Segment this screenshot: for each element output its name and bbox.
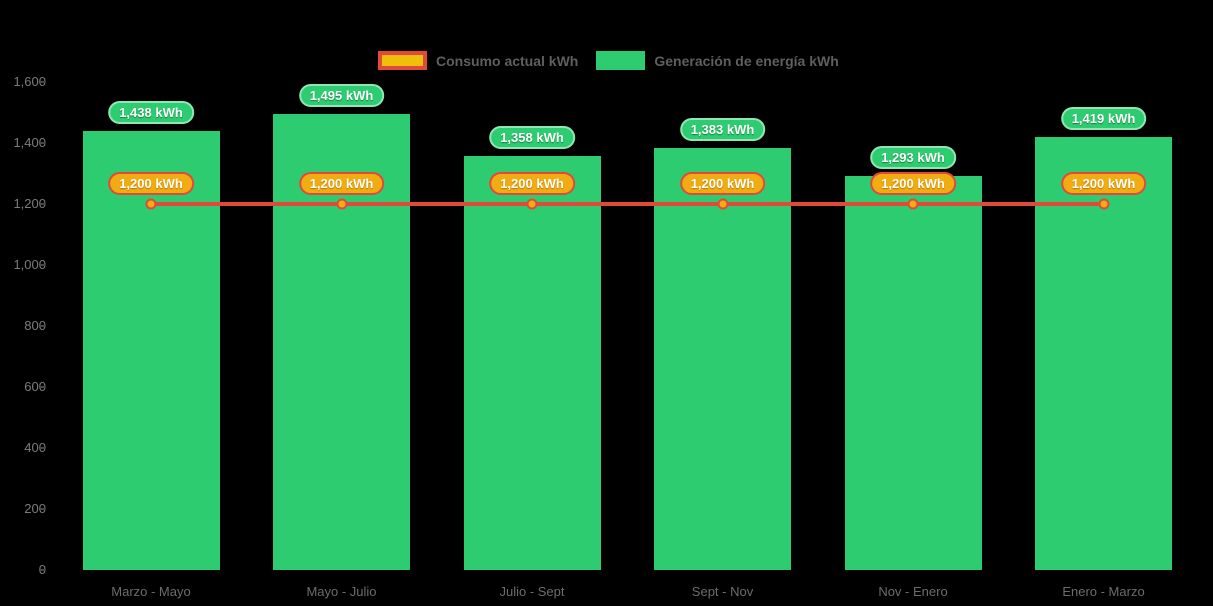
y-axis-tick-mark [40,325,45,327]
consumption-point[interactable] [145,198,157,210]
x-axis-category-label: Sept - Nov [691,584,754,599]
bar-value-label: 1,495 kWh [298,84,385,108]
y-axis-tick-label: 400 [24,440,46,455]
bar-value-label: 1,438 kWh [108,101,194,125]
bar-value-label: 1,293 kWh [870,145,956,169]
legend-swatch-consumo-icon [378,51,427,70]
y-axis-tick-mark [40,569,45,571]
consumption-point[interactable] [1098,198,1109,210]
x-axis-category-label: Julio - Sept [499,584,565,599]
legend-item-consumo[interactable]: Consumo actual kWh [378,51,578,70]
bar-value-label: 1,383 kWh [679,118,766,142]
bar-value-label: 1,358 kWh [489,125,575,149]
bar-5[interactable] [844,175,982,570]
y-axis-tick-label: 1,200 [13,196,46,211]
consumption-value-label: 1,200 kWh [108,172,194,195]
legend-swatch-generacion-icon [596,51,646,70]
consumption-point[interactable] [907,198,919,210]
consumption-value-label: 1,200 kWh [1060,172,1147,195]
consumption-point[interactable] [336,198,347,210]
y-axis-tick-mark [40,203,45,205]
bar-1[interactable] [82,131,220,570]
y-axis-tick-label: 200 [24,501,46,516]
x-axis-category-label: Nov - Enero [878,584,948,599]
consumption-point[interactable] [526,198,538,210]
chart-legend: Consumo actual kWh Generación de energía… [378,50,839,71]
y-axis-tick-mark [40,508,45,510]
bar-4[interactable] [654,148,791,570]
consumption-value-label: 1,200 kWh [870,172,956,195]
consumption-line [151,202,1104,206]
legend-item-generacion[interactable]: Generación de energía kWh [596,51,839,70]
y-axis-tick-label: 1,400 [13,135,46,150]
bar-3[interactable] [463,155,601,570]
y-axis-tick-mark [40,264,45,266]
y-axis-tick-label: 600 [24,379,46,394]
consumption-point[interactable] [717,198,728,210]
bar-value-label: 1,419 kWh [1060,107,1147,131]
consumption-value-label: 1,200 kWh [489,172,575,195]
consumption-value-label: 1,200 kWh [298,172,385,195]
x-axis-category-label: Enero - Marzo [1062,584,1145,599]
x-axis-category-label: Marzo - Mayo [111,584,191,599]
y-axis-tick-label: 800 [24,318,46,333]
y-axis-tick-mark [40,386,45,388]
y-axis-tick-mark [40,81,45,83]
y-axis-tick-mark [40,142,45,144]
y-axis-tick-label: 1,000 [13,257,46,272]
consumption-value-label: 1,200 kWh [679,172,766,195]
x-axis-category-label: Mayo - Julio [306,584,377,599]
y-axis-tick-mark [40,447,45,449]
y-axis-tick-label: 1,600 [13,74,46,89]
legend-label-generacion: Generación de energía kWh [654,52,839,69]
legend-label-consumo: Consumo actual kWh [436,52,579,69]
